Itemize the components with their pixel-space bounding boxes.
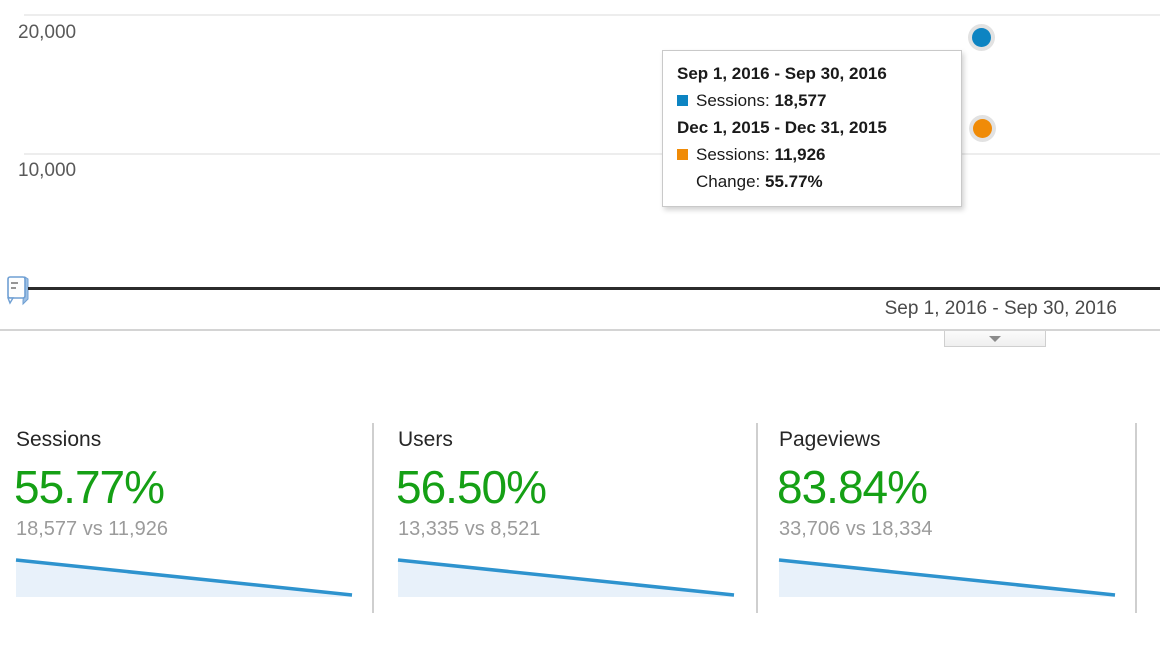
scorecard-comparison-values: 33,706 vs 18,334 [779,518,933,540]
data-point-current-period[interactable] [972,28,991,47]
card-divider [1135,423,1137,613]
scorecard-pageviews[interactable]: Pageviews 83.84% 33,706 vs 18,334 [777,420,1119,616]
card-divider [756,423,758,613]
data-point-previous-period[interactable] [973,119,992,138]
tooltip-previous-metric-label: Sessions: [696,145,770,164]
card-divider [372,423,374,613]
scorecard-title: Pageviews [779,428,881,451]
tooltip-current-metric-row: Sessions: 18,577 [677,87,947,114]
chevron-down-icon [989,336,1001,342]
x-axis-line [28,287,1160,290]
date-band-divider [0,329,1160,331]
tooltip-change-row: Change: 55.77% [677,168,947,195]
sparkline-pageviews [778,558,1116,597]
tooltip-current-metric-label: Sessions: [696,91,770,110]
tooltip-current-period-date: Sep 1, 2016 - Sep 30, 2016 [677,64,887,83]
y-axis-label-10000: 10,000 [18,160,77,181]
date-selector-dropdown-button[interactable] [944,331,1046,347]
chart-tooltip: Sep 1, 2016 - Sep 30, 2016 Sessions: 18,… [662,50,962,207]
date-range-label: Sep 1, 2016 - Sep 30, 2016 [884,298,1117,319]
y-axis-label-20000: 20,000 [18,22,77,43]
annotations-note-icon[interactable] [5,274,33,306]
scorecard-title: Sessions [16,428,102,451]
tooltip-previous-metric-row: Sessions: 11,926 [677,141,947,168]
scorecard-title: Users [398,428,453,451]
sparkline-sessions [15,558,353,597]
scorecard-change-percent: 56.50% [396,461,547,513]
scorecard-change-percent: 83.84% [777,461,928,513]
tooltip-change-value: 55.77% [765,172,823,191]
gridline-10000 [24,153,1160,155]
scorecard-comparison-values: 18,577 vs 11,926 [16,518,168,540]
tooltip-current-metric-value: 18,577 [774,91,827,110]
scorecard-comparison-values: 13,335 vs 8,521 [398,518,541,540]
tooltip-previous-period-date: Dec 1, 2015 - Dec 31, 2015 [677,118,887,137]
scorecard-change-percent: 55.77% [14,461,165,513]
legend-square-previous-icon [677,149,688,160]
gridline-20000 [24,14,1160,16]
legend-square-current-icon [677,95,688,106]
sparkline-users [397,558,735,597]
tooltip-change-label: Change: [696,172,761,191]
scorecard-users[interactable]: Users 56.50% 13,335 vs 8,521 [396,420,738,616]
tooltip-previous-metric-value: 11,926 [774,145,826,164]
scorecard-sessions[interactable]: Sessions 55.77% 18,577 vs 11,926 [14,420,356,616]
